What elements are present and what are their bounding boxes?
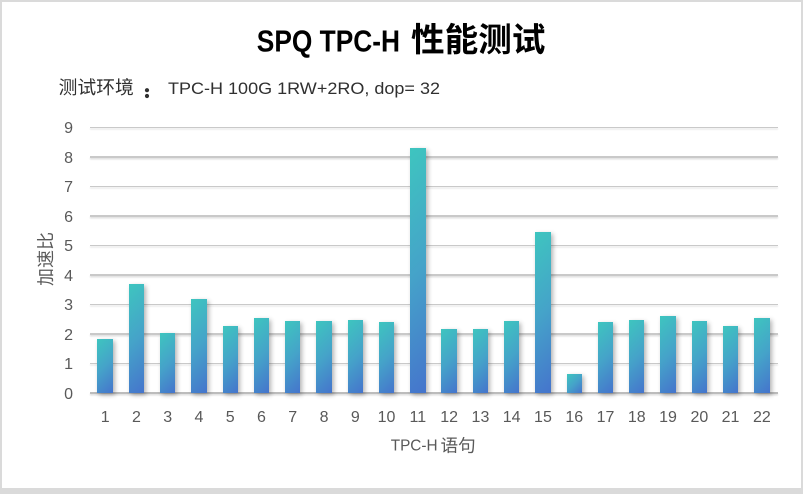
svg-text:TPC-H: TPC-H <box>391 438 438 455</box>
svg-text:SPQ TPC-H: SPQ TPC-H <box>257 24 400 58</box>
svg-text:TPC-H 100G 1RW+2RO, dop= 32: TPC-H 100G 1RW+2RO, dop= 32 <box>168 79 440 98</box>
